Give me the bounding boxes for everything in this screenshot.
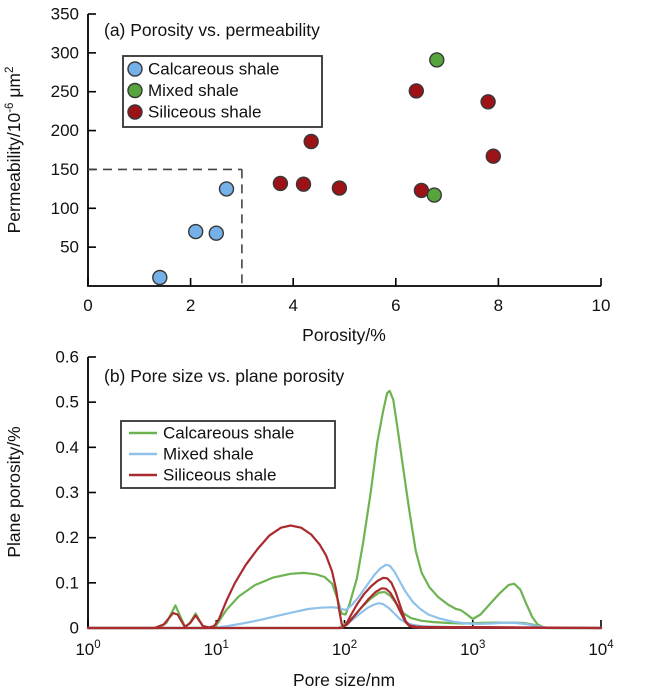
scatter-point	[331, 180, 348, 196]
chart-a-title: (a) Porosity vs. permeability	[104, 20, 320, 40]
x-tick-label: 101	[204, 639, 229, 659]
scatter-point	[413, 182, 430, 199]
scatter-point	[272, 175, 289, 192]
scatter-point	[218, 181, 235, 197]
distribution-curve	[86, 389, 603, 630]
chart-a-legend: Calcareous shale Mixed shale Siliceous s…	[122, 55, 323, 128]
x-tick-label: 6	[391, 296, 400, 315]
scatter-point	[480, 94, 496, 110]
x-tick-label: 2	[186, 296, 195, 315]
legend-label-mixed: Mixed shale	[148, 81, 239, 100]
y-tick-label: 200	[51, 121, 79, 140]
legend-label-calcareous: Calcareous shale	[148, 60, 279, 79]
chart-b-y-axis-label: Plane porosity/%	[4, 426, 24, 557]
chart-b: 0 0.1 0.2 0.3 0.4 0.5 0.6 100 101 102 103 104 (b) P…	[4, 348, 614, 691]
y-tick-label: 0.5	[55, 393, 79, 412]
y-tick-label: 0	[70, 619, 79, 638]
chart-a-axis-frame	[87, 14, 601, 287]
y-tick-label: 0.2	[55, 528, 79, 547]
chart-b-x-axis-label: Pore size/nm	[293, 670, 395, 690]
legend-marker-mixed-icon	[127, 82, 143, 99]
x-tick-label: 4	[288, 296, 297, 315]
chart-a-x-axis-label: Porosity/%	[302, 325, 386, 345]
y-tick-label: 0.6	[55, 348, 79, 367]
y-tick-label: 100	[51, 199, 79, 218]
x-tick-label: 100	[75, 639, 100, 659]
x-tick-label: 104	[588, 639, 614, 659]
distribution-curve	[86, 563, 603, 630]
scatter-point	[408, 83, 424, 99]
x-tick-label: 103	[460, 639, 485, 659]
x-tick-label: 102	[332, 639, 357, 659]
legend-label-siliceous-b: Siliceous shale	[163, 466, 276, 485]
chart-a-plot-area	[88, 52, 501, 286]
legend-label-siliceous: Siliceous shale	[148, 103, 261, 122]
scatter-point	[429, 52, 445, 68]
distribution-curve	[86, 587, 603, 630]
chart-b-title: (b) Pore size vs. plane porosity	[104, 366, 344, 386]
x-tick-label: 0	[83, 296, 92, 315]
x-tick-label: 10	[592, 296, 611, 315]
scatter-point	[426, 187, 442, 203]
y-tick-label: 0.4	[55, 438, 79, 457]
chart-a-axes: 50 100 150 200 250 300 350 0 2 4 6 8 10	[51, 5, 611, 316]
legend-label-calcareous-b: Calcareous shale	[163, 424, 294, 443]
y-tick-label: 250	[51, 82, 79, 101]
chart-a-legend-box	[122, 55, 323, 128]
chart-a: 50 100 150 200 250 300 350 0 2 4 6 8 10 (a) Porosity…	[4, 5, 610, 346]
y-tick-label: 50	[60, 238, 79, 257]
scatter-point	[303, 133, 319, 150]
legend-marker-calcareous-icon	[127, 61, 143, 77]
y-tick-label: 350	[51, 5, 79, 24]
legend-label-mixed-b: Mixed shale	[163, 445, 254, 464]
x-tick-label: 8	[494, 296, 503, 315]
chart-b-legend: Calcareous shale Mixed shale Siliceous s…	[120, 420, 336, 489]
scatter-point	[187, 223, 204, 240]
legend-marker-siliceous-icon	[127, 104, 143, 120]
distribution-curve	[86, 524, 603, 630]
chart-b-plot-area	[86, 389, 603, 630]
scatter-point	[208, 225, 225, 241]
y-tick-label: 150	[51, 160, 79, 179]
scatter-point	[295, 176, 312, 192]
chart-b-axis-frame	[87, 357, 601, 629]
y-tick-label: 0.1	[55, 573, 79, 592]
chart-a-y-axis-label: Permeability/10-6 μm2	[4, 67, 24, 234]
y-tick-label: 0.3	[55, 483, 79, 502]
scatter-point	[152, 269, 168, 286]
scatter-point	[485, 148, 501, 164]
y-tick-label: 300	[51, 43, 79, 62]
